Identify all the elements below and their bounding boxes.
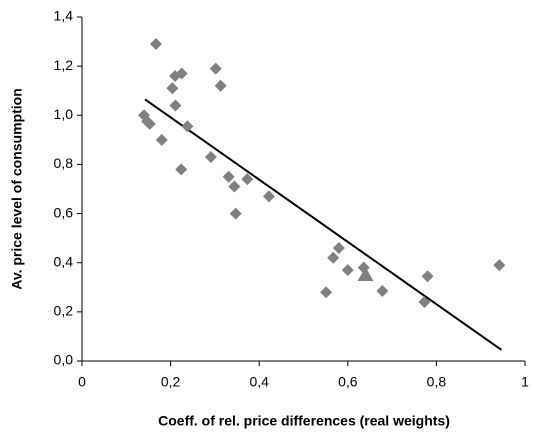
diamond-point [166, 82, 179, 95]
diamond-point [376, 284, 389, 297]
diamond-point [181, 120, 194, 133]
x-axis-title: Coeff. of rel. price differences (real w… [158, 413, 450, 429]
diamond-point [241, 173, 254, 186]
diamond-point [214, 79, 227, 92]
diamond-point [169, 99, 182, 112]
diamond-point [332, 241, 345, 254]
y-tick-label: 1,4 [54, 8, 74, 24]
diamond-point [175, 67, 188, 80]
x-tick-label: 0,2 [161, 374, 181, 390]
y-tick-label: 0,6 [54, 204, 74, 220]
diamond-point [222, 170, 235, 183]
y-axis-title: Av. price level of consumption [9, 88, 25, 289]
y-tick-label: 0,8 [54, 155, 74, 171]
diamond-point [320, 286, 333, 299]
x-tick-label: 0,4 [249, 374, 269, 390]
x-tick-label: 0,8 [427, 374, 447, 390]
diamond-point [493, 259, 506, 272]
diamond-point [143, 117, 156, 130]
diamond-point [421, 270, 434, 283]
diamond-point [155, 133, 168, 146]
trendline [144, 98, 503, 351]
x-tick-label: 0,6 [338, 374, 358, 390]
diamond-point [149, 38, 162, 51]
diamond-point [175, 163, 188, 176]
y-tick-label: 0,2 [54, 303, 74, 319]
y-tick-label: 0,0 [54, 352, 74, 368]
diamond-point [228, 180, 241, 193]
diamond-point [204, 151, 217, 164]
x-tick-label: 0 [78, 374, 86, 390]
x-tick-label: 1 [521, 374, 529, 390]
diamond-point [327, 251, 340, 264]
diamond-point [418, 296, 431, 309]
y-tick-label: 0,4 [54, 253, 74, 269]
triangle-point [357, 267, 374, 281]
diamond-point [209, 62, 222, 75]
diamond-point [341, 264, 354, 277]
y-tick-label: 1,0 [54, 106, 74, 122]
diamond-point [229, 207, 242, 220]
y-tick-label: 1,2 [54, 57, 74, 73]
diamond-point [262, 190, 275, 203]
